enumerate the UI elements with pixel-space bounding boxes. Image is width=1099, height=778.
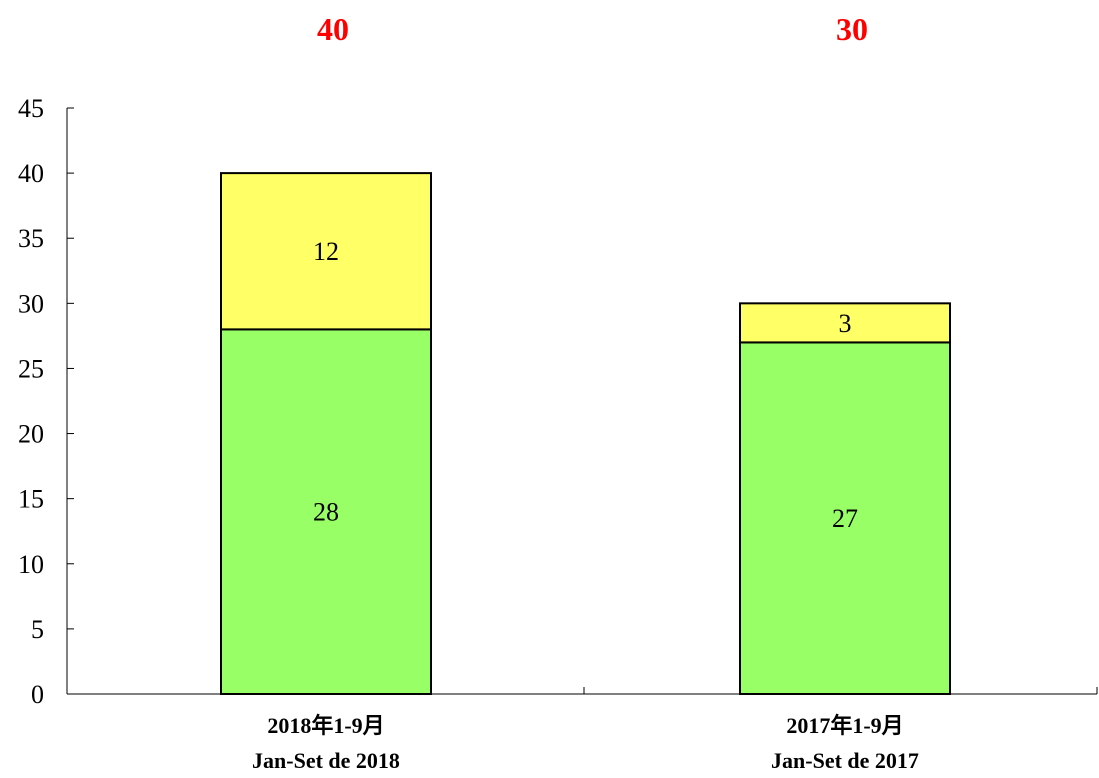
x-axis: 2018年1-9月 Jan-Set de 2018 2017年1-9月 Jan-Set… (66, 687, 1098, 773)
y-tick-label: 45 (18, 94, 44, 123)
bars (220, 172, 951, 695)
y-tick-label: 30 (18, 289, 44, 318)
bar-value-label: 27 (832, 504, 858, 533)
total-label: 30 (836, 11, 868, 47)
y-tick-label: 25 (18, 354, 44, 383)
y-tick-label: 0 (31, 680, 44, 709)
y-tick-label: 35 (18, 224, 44, 253)
total-label: 40 (317, 11, 349, 47)
labels: 28 12 27 3 40 30 (313, 11, 868, 533)
bar-value-label: 3 (839, 309, 852, 338)
y-tick-label: 20 (18, 420, 44, 449)
x-category-label: 2017年1-9月 (786, 713, 903, 738)
bar-segment (739, 341, 951, 695)
bar-segment (220, 328, 432, 695)
bar-value-label: 12 (313, 237, 339, 266)
y-tick-label: 15 (18, 485, 44, 514)
y-tick-label: 10 (18, 550, 44, 579)
x-category-label: Jan-Set de 2017 (771, 748, 919, 773)
y-tick-label: 5 (31, 615, 44, 644)
x-category-label: Jan-Set de 2018 (252, 748, 400, 773)
y-axis: 0 5 10 15 20 25 30 35 40 45 (18, 94, 74, 709)
bar-value-label: 28 (313, 498, 339, 527)
bar-segment (220, 172, 432, 331)
x-category-label: 2018年1-9月 (267, 713, 384, 738)
y-tick-label: 40 (18, 159, 44, 188)
bar-segment (739, 302, 951, 344)
